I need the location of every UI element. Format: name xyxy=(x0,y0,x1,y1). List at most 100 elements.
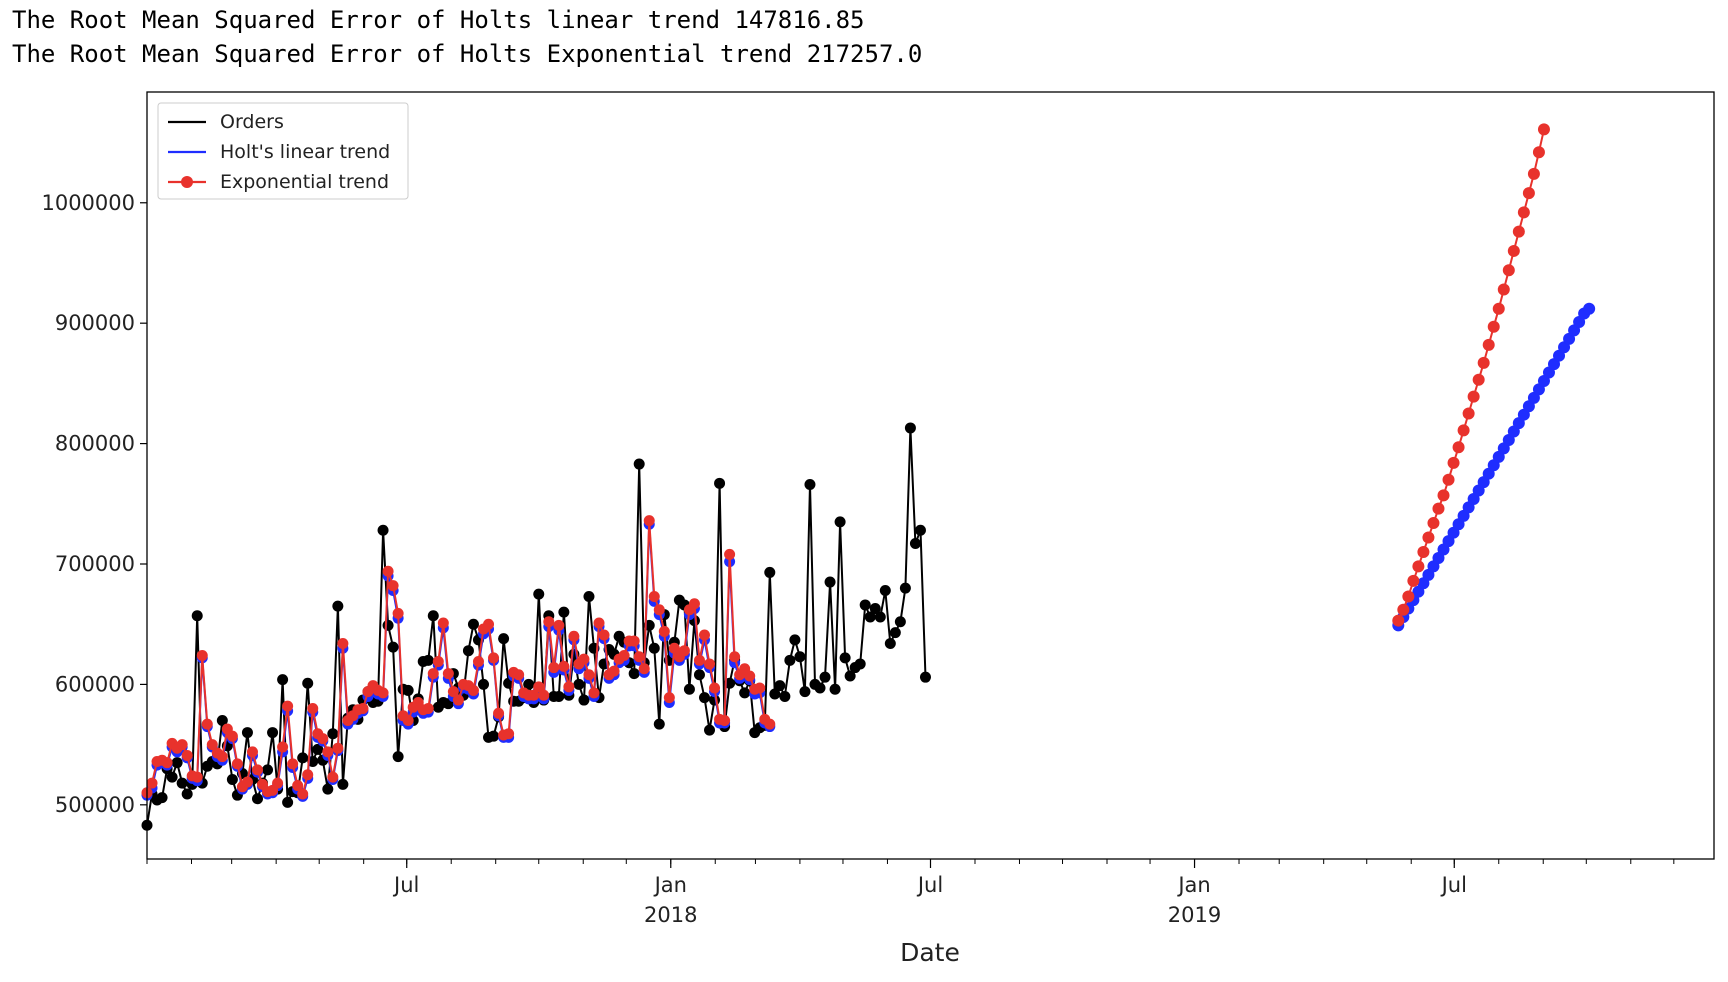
exp-fit-point xyxy=(563,681,575,693)
y-tick-label: 700000 xyxy=(55,552,135,576)
orders-point xyxy=(859,599,871,611)
exp-fit-point xyxy=(608,665,620,677)
orders-point xyxy=(794,651,806,663)
orders-point xyxy=(789,634,801,646)
y-tick-label: 600000 xyxy=(55,672,135,696)
exp-fit-point xyxy=(191,771,203,783)
orders-point xyxy=(176,777,188,789)
exp-fit-point xyxy=(628,635,640,647)
exp-fit-point xyxy=(638,663,650,675)
exp-fit-point xyxy=(568,630,580,642)
orders-point xyxy=(488,730,500,742)
exp-fit-point xyxy=(548,662,560,674)
x-tick-label: Jul xyxy=(916,873,943,897)
exp-fit-point xyxy=(709,682,721,694)
exp-fit-point xyxy=(744,670,756,682)
orders-point xyxy=(834,516,846,528)
legend: Orders Holt's linear trend Exponential tre… xyxy=(157,102,409,200)
exp-fit-point xyxy=(648,591,660,603)
exp-fit-point xyxy=(598,629,610,641)
orders-point xyxy=(282,796,294,808)
exp-forecast-line xyxy=(1397,129,1545,622)
orders-point xyxy=(262,764,274,776)
exp-fit-point xyxy=(578,653,590,665)
orders-point xyxy=(769,688,781,700)
orders-point xyxy=(864,611,876,623)
exp-forecast-point xyxy=(1412,560,1425,573)
exp-fit-point xyxy=(724,548,736,560)
exp-forecast-point xyxy=(1472,373,1485,386)
x-tick-label: Jul xyxy=(392,873,419,897)
orders-point xyxy=(829,683,841,695)
exp-fit-point xyxy=(588,687,600,699)
orders-point xyxy=(241,727,253,739)
x-axis-label: Date xyxy=(900,938,960,967)
exp-fit-point xyxy=(332,742,344,754)
orders-point xyxy=(799,686,811,698)
exp-fit-point xyxy=(452,694,464,706)
orders-point xyxy=(583,591,595,603)
exp-fit-point xyxy=(543,616,555,628)
exp-fit-point xyxy=(176,739,188,751)
exp-fit-point xyxy=(251,764,263,776)
exp-fit-point xyxy=(161,757,173,769)
exp-fit-point xyxy=(558,660,570,672)
orders-point xyxy=(226,774,238,786)
legend-label: Exponential trend xyxy=(220,171,389,193)
orders-point xyxy=(297,752,309,764)
exp-fit-point xyxy=(533,681,545,693)
orders-point xyxy=(764,566,776,578)
orders-point xyxy=(558,606,570,618)
exp-fit-point xyxy=(322,746,334,758)
exp-fit-point xyxy=(427,668,439,680)
exp-forecast-point xyxy=(1407,574,1420,587)
exp-fit-point xyxy=(206,739,218,751)
orders-point xyxy=(884,637,896,649)
orders-point xyxy=(553,690,565,702)
exp-forecast-point xyxy=(1477,356,1490,369)
x-tick-sublabel: 2019 xyxy=(1168,903,1221,927)
exp-forecast-point xyxy=(1397,603,1410,616)
exp-fit-point xyxy=(698,629,710,641)
orders-point xyxy=(904,422,916,434)
y-tick-label: 800000 xyxy=(55,432,135,456)
x-tick-sublabel: 2018 xyxy=(644,903,697,927)
orders-point xyxy=(704,724,716,736)
orders-point xyxy=(919,671,931,683)
exp-forecast-point xyxy=(1402,590,1415,603)
y-tick-label: 500000 xyxy=(55,793,135,817)
series-layer xyxy=(141,123,1596,831)
exp-forecast-point xyxy=(1422,531,1435,544)
rmse-linear-output: The Root Mean Squared Error of Holts lin… xyxy=(12,6,865,34)
exp-forecast-point xyxy=(1512,225,1525,238)
exp-forecast-point xyxy=(1507,244,1520,257)
orders-point xyxy=(327,728,339,740)
exp-fit-point xyxy=(472,656,484,668)
orders-point xyxy=(894,616,906,628)
orders-point xyxy=(819,671,831,683)
exp-fit-point xyxy=(402,715,414,727)
exp-forecast-point xyxy=(1447,456,1460,469)
exp-fit-point xyxy=(553,619,565,631)
exp-fit-point xyxy=(593,617,605,629)
exp-fit-point xyxy=(719,715,731,727)
orders-point xyxy=(714,477,726,489)
exp-fit-point xyxy=(653,604,665,616)
exp-forecast-point xyxy=(1442,473,1455,486)
orders-point xyxy=(267,727,279,739)
exp-fit-point xyxy=(357,702,369,714)
exp-fit-point xyxy=(678,645,690,657)
exp-forecast-point xyxy=(1497,283,1510,296)
orders-point xyxy=(478,678,490,690)
exp-fit-point xyxy=(467,684,479,696)
exp-fit-point xyxy=(633,651,645,663)
orders-point xyxy=(633,458,645,470)
orders-point xyxy=(628,668,640,680)
orders-point xyxy=(427,610,439,622)
orders-point xyxy=(739,687,751,699)
exp-fit-point xyxy=(693,654,705,666)
exp-fit-point xyxy=(317,733,329,745)
x-tick-label: Jul xyxy=(1440,873,1467,897)
exp-fit-point xyxy=(387,580,399,592)
